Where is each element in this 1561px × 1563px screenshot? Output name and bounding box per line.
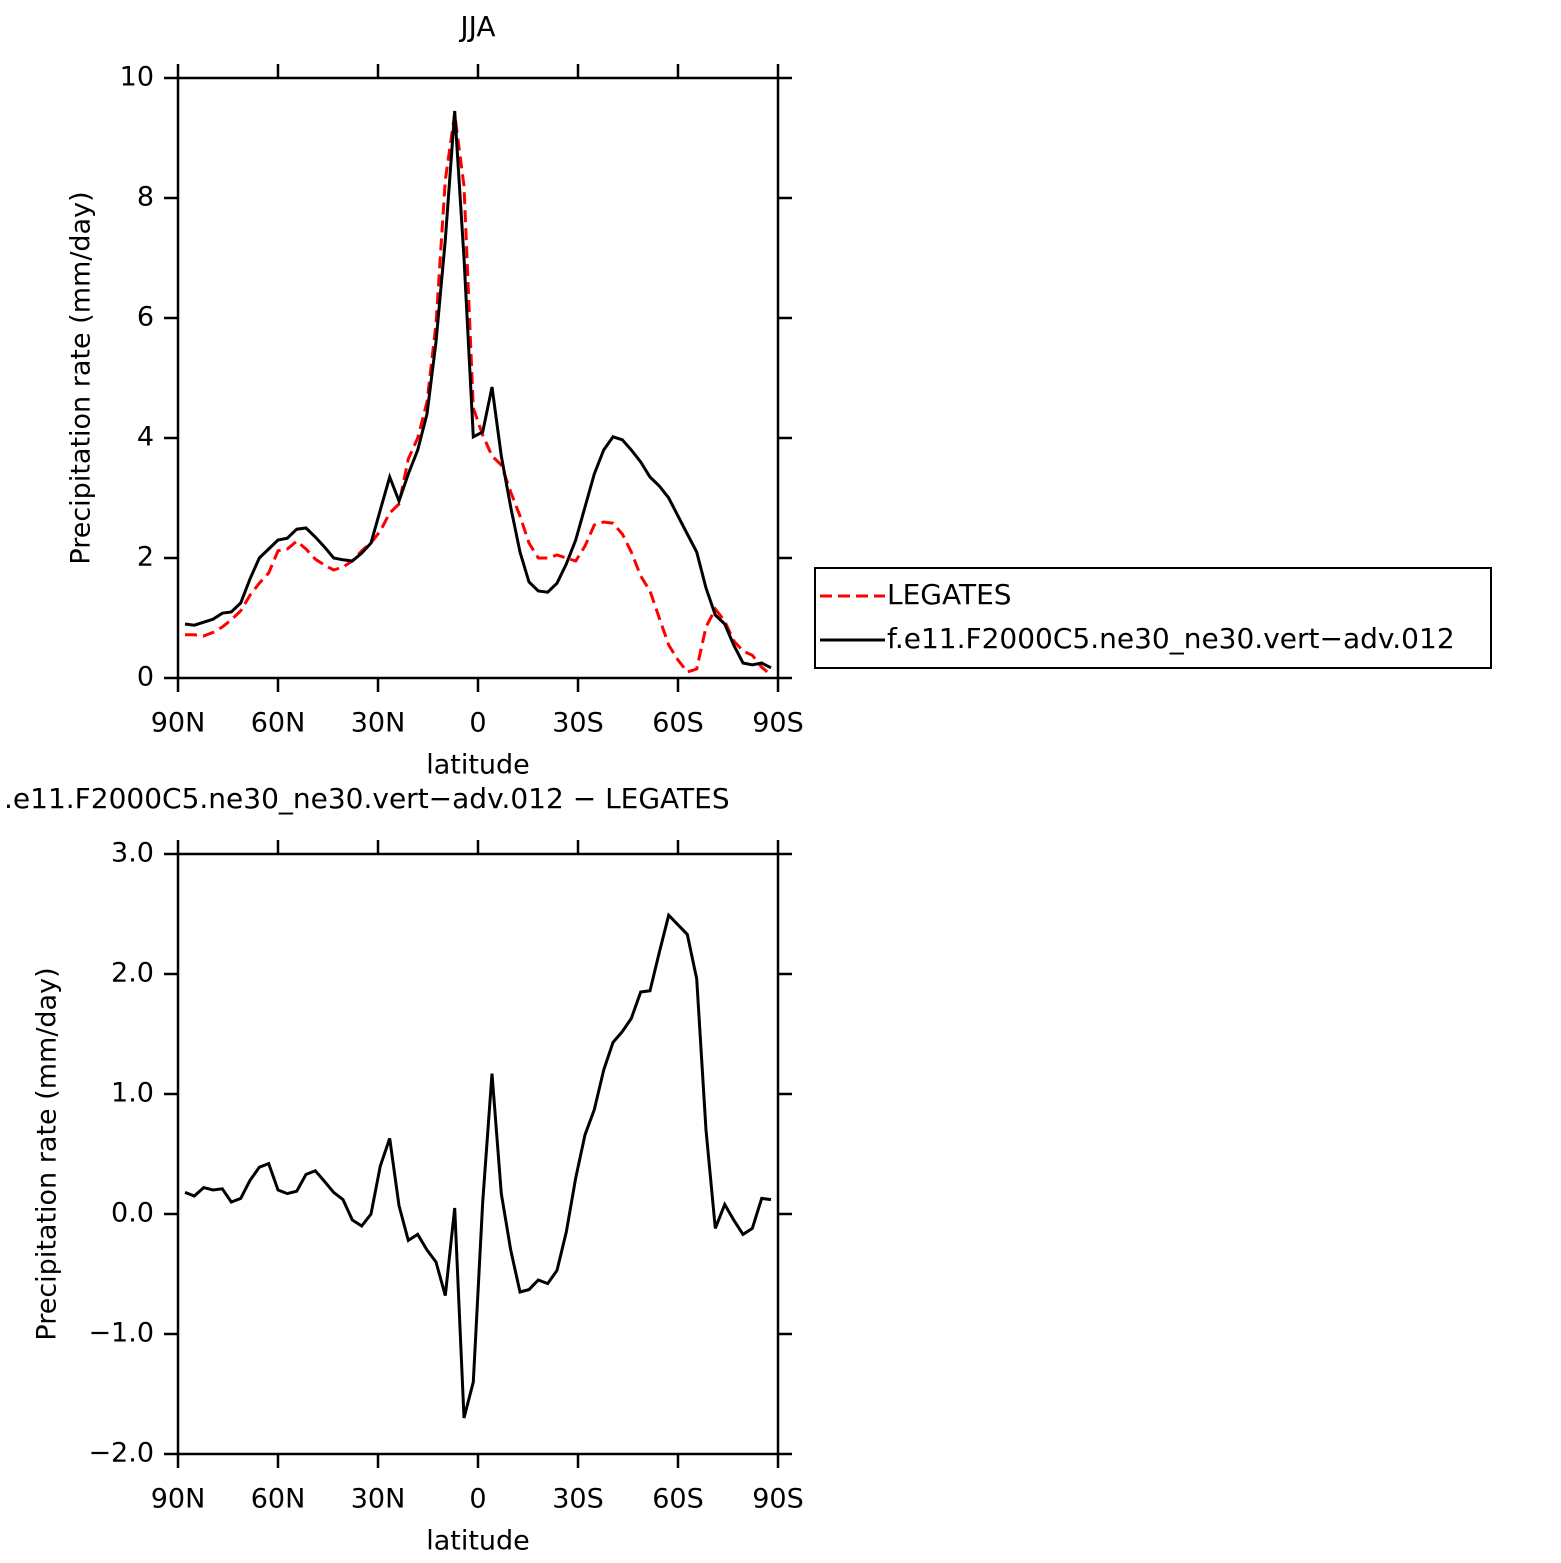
plot-frame bbox=[176, 76, 780, 680]
x-tick-label: 0 bbox=[469, 708, 486, 739]
y-tick-label: −1.0 bbox=[88, 1318, 154, 1349]
legend-label: LEGATES bbox=[887, 578, 1012, 611]
x-tick-label: 90N bbox=[151, 708, 206, 739]
y-tick-label: 0 bbox=[137, 662, 154, 693]
legend-label: f.e11.F2000C5.ne30_ne30.vert−adv.012 bbox=[887, 622, 1455, 655]
x-tick-label: 30N bbox=[351, 1484, 406, 1515]
x-tick-label: 60N bbox=[251, 1484, 306, 1515]
y-tick-label: 10 bbox=[120, 62, 154, 93]
y-tick-label: 3.0 bbox=[111, 838, 154, 869]
y-tick-label: 1.0 bbox=[111, 1078, 154, 1109]
x-tick-label: 90S bbox=[752, 708, 804, 739]
x-tick-label: 60S bbox=[652, 1484, 704, 1515]
y-tick-label: 6 bbox=[137, 302, 154, 333]
y-tick-label: 8 bbox=[137, 182, 154, 213]
legend-box bbox=[814, 567, 1492, 669]
x-axis-label: latitude bbox=[426, 1526, 530, 1557]
x-axis-label: latitude bbox=[426, 750, 530, 781]
y-tick-label: 0.0 bbox=[111, 1198, 154, 1229]
y-tick-label: −2.0 bbox=[88, 1438, 154, 1469]
plot-frame bbox=[176, 852, 780, 1456]
x-tick-label: 30N bbox=[351, 708, 406, 739]
data-line bbox=[185, 113, 772, 677]
y-tick-label: 2.0 bbox=[111, 958, 154, 989]
data-line bbox=[184, 912, 772, 1419]
x-tick-label: 30S bbox=[552, 708, 604, 739]
x-tick-label: 90S bbox=[752, 1484, 804, 1515]
x-tick-label: 0 bbox=[469, 1484, 486, 1515]
y-tick-label: 2 bbox=[137, 542, 154, 573]
x-tick-label: 30S bbox=[552, 1484, 604, 1515]
x-tick-label: 60S bbox=[652, 708, 704, 739]
y-tick-label: 4 bbox=[137, 422, 154, 453]
data-line bbox=[184, 110, 772, 670]
x-tick-label: 60N bbox=[251, 708, 306, 739]
y-axis-label: Precipitation rate (mm/day) bbox=[32, 967, 63, 1340]
chart-title: .e11.F2000C5.ne30_ne30.vert−adv.012 − LE… bbox=[4, 782, 730, 815]
x-tick-label: 90N bbox=[151, 1484, 206, 1515]
chart-title: JJA bbox=[458, 10, 495, 43]
y-axis-label: Precipitation rate (mm/day) bbox=[66, 191, 97, 564]
